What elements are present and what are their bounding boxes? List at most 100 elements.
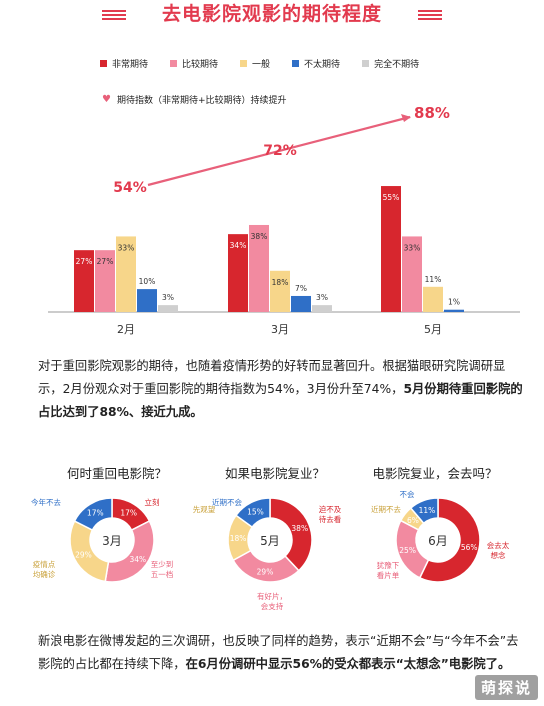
paragraph-2-bold: 在6月份调研中显示56%的受众都表示“太想念”电影院了。 [185,657,511,671]
pie-category-label: 今年不去 [31,497,61,507]
legend-item-neutral: 一般 [240,57,270,70]
x-tick-label: 5月 [424,323,442,336]
pie-value-label: 15% [247,507,264,516]
pie-center [417,519,459,561]
pie-category-label: 疫情点 [33,559,56,569]
chart-title-area: 去电影院观影的期待程度 [0,0,544,30]
bar [137,289,157,312]
pie-value-label: 29% [75,550,92,559]
pie-value-label: 18% [230,534,247,543]
legend-item-expect: 比较期待 [170,57,218,70]
bar-value-label: 27% [76,257,93,266]
paragraph-1-bold: 5月份期待重回影院的占比达到了88%、接近九成。 [38,382,523,419]
bar-value-label: 10% [139,277,156,286]
bar [158,305,178,312]
paragraph-2-text: 新浪电影在微博发起的三次调研，也反映了同样的趋势，表示“近期不会”与“今年不会”… [38,634,519,671]
bar [423,286,443,312]
trend-label: 72% [263,143,297,159]
bar [228,234,248,312]
page-title: 去电影院观影的期待程度 [161,3,382,25]
pie-center-label: 6月 [428,534,448,548]
pie-category-label: 有好片， [257,591,287,601]
pie-value-label: 38% [291,524,308,533]
bar-value-label: 27% [97,257,114,266]
legend-label: 完全不期待 [374,60,420,70]
pie-category-label: 至少到 [151,560,174,569]
trend-line [147,115,411,187]
pie-category-label: 先观望 [193,504,216,514]
pie-category-label: 近期不去 [371,504,401,514]
pie-value-label: 17% [120,509,137,518]
bar-value-label: 33% [404,243,421,252]
bar [402,236,422,312]
bar-value-label: 18% [272,278,289,287]
title-decoration-left [102,10,126,20]
bar [74,250,94,312]
donut-3-title: 电影院复业，会去吗？ [372,466,498,481]
bar-value-label: 55% [383,193,400,202]
pie-slice [104,519,155,583]
pie-value-label: 29% [257,568,274,577]
bar [381,186,401,312]
pie-category-label: 想念 [491,550,506,560]
pie-category-label: 近期不会 [212,497,242,507]
bar [249,224,269,312]
pie-category-label: 看片单 [377,570,400,580]
bar [270,270,290,312]
index-legend: ♥ 期待指数（非常期待+比较期待）持续提升 [102,93,287,106]
legend-item-not-much: 不太期待 [292,57,340,70]
pie-slice [73,497,113,532]
pie-category-label: 均确诊 [33,569,56,579]
donut-2-title: 如果电影院复业？ [224,466,325,481]
pie-value-label: 34% [129,555,146,564]
pie-category-label: 迫不及 [319,504,342,514]
bar-value-label: 33% [118,243,135,252]
bar [95,250,115,312]
bar-value-label: 3% [162,293,174,302]
legend-item-very-expect: 非常期待 [100,57,148,70]
bar [444,309,464,312]
x-tick-label: 2月 [117,323,135,336]
pie-value-label: 11% [419,506,436,515]
trend-arrow-head [401,114,411,122]
pie-value-label: 17% [87,509,104,518]
pie-center-label: 5月 [260,534,280,548]
pie-category-label: 犹豫下 [377,560,400,570]
pie-category-label: 会去太 [487,540,510,550]
trend-label: 54% [113,180,147,196]
pie-slice [234,497,271,529]
legend-swatch [292,60,300,67]
pie-slice [269,497,313,572]
pie-category-label: 不会 [400,489,415,499]
pie-slice [418,497,481,583]
index-legend-label: 期待指数（非常期待+比较期待）持续提升 [116,96,287,106]
pie-category-label: 五一档 [151,569,174,579]
bar [116,236,136,312]
pie-category-label: 会支持 [261,601,284,611]
legend-swatch [170,60,178,67]
bar-value-label: 1% [448,298,460,307]
x-tick-label: 3月 [271,323,289,336]
pie-center [91,519,133,561]
legend-label: 一般 [252,60,271,70]
watermark: 萌探说 [474,675,538,700]
heart-icon: ♥ [102,94,111,105]
pie-category-label: 立刻 [145,497,160,507]
bar [291,295,311,312]
legend-label: 非常期待 [112,60,149,70]
pie-slice [409,497,439,525]
pie-category-label: 待去看 [319,514,342,524]
paragraph-2: 新浪电影在微博发起的三次调研，也反映了同样的趋势，表示“近期不会”与“今年不会”… [38,630,524,676]
bar-value-label: 11% [425,275,442,284]
pie-center-label: 3月 [102,534,122,548]
pie-value-label: 25% [399,546,416,555]
bar-value-label: 3% [316,293,328,302]
bar [312,305,332,312]
bar-value-label: 34% [230,241,247,250]
legend-swatch [240,60,248,67]
title-decoration-right [418,10,442,20]
legend-label: 不太期待 [304,60,341,70]
donut-1-title: 何时重回电影院？ [66,466,167,481]
paragraph-1: 对于重回影院观影的期待，也随着疫情形势的好转而显著回升。根据猫眼研究院调研显示，… [38,355,524,424]
